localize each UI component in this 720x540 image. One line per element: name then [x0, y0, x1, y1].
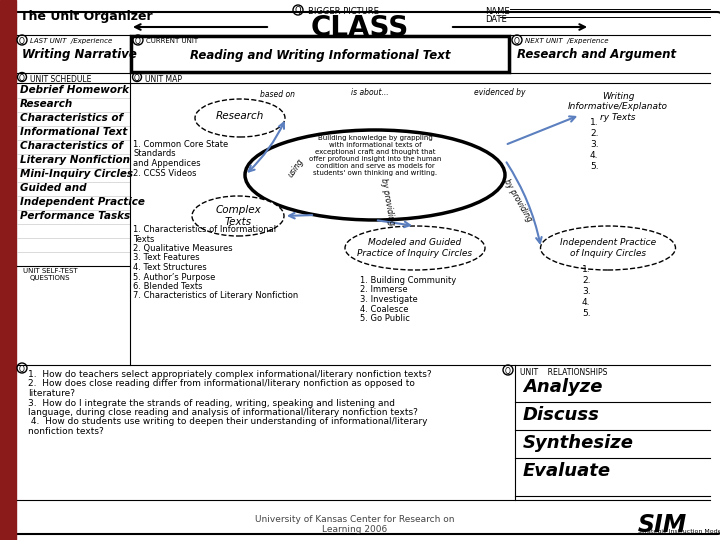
Text: University of Kansas Center for Research on
Learning 2006: University of Kansas Center for Research…	[256, 515, 455, 535]
Text: 2. Qualitative Measures: 2. Qualitative Measures	[133, 244, 233, 253]
FancyBboxPatch shape	[131, 36, 509, 72]
Text: 5.: 5.	[582, 309, 590, 318]
Text: literature?: literature?	[28, 389, 75, 398]
Text: 6. Blended Texts: 6. Blended Texts	[133, 282, 202, 291]
Text: 4. Coalesce: 4. Coalesce	[360, 305, 408, 314]
Text: 5. Go Public: 5. Go Public	[360, 314, 410, 323]
Text: CURRENT UNIT: CURRENT UNIT	[146, 38, 198, 44]
Text: Texts: Texts	[133, 234, 154, 244]
Text: LAST UNIT  /Experience: LAST UNIT /Experience	[30, 38, 112, 44]
Text: Performance Tasks: Performance Tasks	[20, 211, 130, 221]
Text: The Unit Organizer: The Unit Organizer	[20, 10, 153, 23]
Text: 1. Building Community: 1. Building Community	[360, 276, 456, 285]
Text: evidenced by: evidenced by	[474, 88, 526, 97]
Text: Writing Narrative: Writing Narrative	[22, 48, 137, 61]
Text: Informational Text: Informational Text	[20, 127, 127, 137]
Text: 4. Text Structures: 4. Text Structures	[133, 263, 207, 272]
Text: using: using	[287, 157, 305, 179]
Text: 4.: 4.	[590, 151, 598, 160]
Text: Strategic Instruction Model®: Strategic Instruction Model®	[638, 528, 720, 534]
Text: UNIT MAP: UNIT MAP	[145, 75, 182, 84]
Text: 2.: 2.	[590, 129, 598, 138]
Ellipse shape	[195, 99, 285, 137]
Ellipse shape	[245, 130, 505, 220]
Text: 1. Common Core State: 1. Common Core State	[133, 140, 228, 149]
Text: Literary Nonfiction: Literary Nonfiction	[20, 155, 130, 165]
Text: is about...: is about...	[351, 88, 389, 97]
Text: 2. CCSS Videos: 2. CCSS Videos	[133, 168, 197, 178]
Text: 1. Characteristics of Informational: 1. Characteristics of Informational	[133, 225, 276, 234]
Text: by providing: by providing	[379, 178, 397, 226]
Bar	[0, 0, 16, 540]
Text: 2. Immerse: 2. Immerse	[360, 286, 408, 294]
Text: Discuss: Discuss	[523, 406, 600, 424]
Ellipse shape	[541, 226, 675, 270]
Text: Modeled and Guided
Practice of Inquiry Circles: Modeled and Guided Practice of Inquiry C…	[357, 238, 472, 258]
Text: 3.  How do I integrate the strands of reading, writing, speaking and listening a: 3. How do I integrate the strands of rea…	[28, 399, 395, 408]
Text: 7. Characteristics of Literary Nonfiction: 7. Characteristics of Literary Nonfictio…	[133, 292, 298, 300]
Text: SIM: SIM	[638, 513, 688, 537]
Text: Guided and: Guided and	[20, 183, 86, 193]
Text: 2.  How does close reading differ from informational/literary nonfiction as oppo: 2. How does close reading differ from in…	[28, 380, 415, 388]
Text: Building knowledge by grappling
with informational texts of
exceptional craft an: Building knowledge by grappling with inf…	[309, 135, 441, 176]
Text: UNIT SCHEDULE: UNIT SCHEDULE	[30, 75, 91, 84]
Text: Synthesize: Synthesize	[523, 434, 634, 452]
Text: based on: based on	[261, 90, 295, 99]
Text: Analyze: Analyze	[523, 378, 603, 396]
Text: DATE: DATE	[485, 15, 507, 24]
Text: 4.: 4.	[582, 298, 590, 307]
Text: 5. Author’s Purpose: 5. Author’s Purpose	[133, 273, 215, 281]
Text: Q: Q	[514, 37, 520, 46]
Text: 3. Text Features: 3. Text Features	[133, 253, 199, 262]
Text: Evaluate: Evaluate	[523, 462, 611, 480]
Text: Research: Research	[20, 99, 73, 109]
Text: BIGGER PICTURE: BIGGER PICTURE	[308, 7, 379, 16]
Text: Independent Practice
of Inquiry Circles: Independent Practice of Inquiry Circles	[560, 238, 656, 258]
Text: nonfiction texts?: nonfiction texts?	[28, 427, 104, 436]
Text: Characteristics of: Characteristics of	[20, 113, 123, 123]
Text: CLASS: CLASS	[311, 14, 409, 42]
Text: 1.: 1.	[582, 265, 590, 274]
Text: Q: Q	[294, 6, 301, 15]
Text: 1.  How do teachers select appropriately complex informational/literary nonficti: 1. How do teachers select appropriately …	[28, 370, 431, 379]
Text: Independent Practice: Independent Practice	[20, 197, 145, 207]
Text: NAME: NAME	[485, 7, 510, 16]
Text: 1.: 1.	[590, 118, 598, 127]
Text: UNIT    RELATIONSHIPS: UNIT RELATIONSHIPS	[520, 368, 608, 377]
Ellipse shape	[192, 196, 284, 236]
Text: 3. Investigate: 3. Investigate	[360, 295, 418, 304]
Text: Research and Argument: Research and Argument	[517, 48, 676, 61]
Ellipse shape	[345, 226, 485, 270]
Text: 3.: 3.	[590, 140, 598, 149]
Text: Writing
Informative/Explanato
ry Texts: Writing Informative/Explanato ry Texts	[568, 92, 668, 122]
Text: Mini-Inquiry Circles: Mini-Inquiry Circles	[20, 169, 133, 179]
Text: 4.  How do students use writing to deepen their understanding of informational/l: 4. How do students use writing to deepen…	[28, 417, 428, 427]
Text: Q: Q	[505, 367, 511, 376]
Text: and Appendices: and Appendices	[133, 159, 201, 168]
Text: Debrief Homework: Debrief Homework	[20, 85, 129, 95]
Text: by providing: by providing	[502, 177, 534, 223]
Text: 5.: 5.	[590, 162, 598, 171]
Text: 3.: 3.	[582, 287, 590, 296]
FancyBboxPatch shape	[11, 12, 720, 534]
Text: NEXT UNIT  /Experience: NEXT UNIT /Experience	[525, 38, 608, 44]
Text: Q: Q	[19, 365, 25, 374]
Text: language, during close reading and analysis of informational/literary nonfiction: language, during close reading and analy…	[28, 408, 418, 417]
Text: Q: Q	[135, 37, 141, 46]
Text: Q: Q	[134, 74, 140, 83]
Text: Q: Q	[19, 37, 25, 46]
Text: Research: Research	[216, 111, 264, 121]
Text: Reading and Writing Informational Text: Reading and Writing Informational Text	[190, 49, 450, 62]
Text: UNIT SELF-TEST
QUESTIONS: UNIT SELF-TEST QUESTIONS	[23, 268, 77, 281]
Text: 2.: 2.	[582, 276, 590, 285]
Text: Characteristics of: Characteristics of	[20, 141, 123, 151]
Text: Standards: Standards	[133, 150, 176, 159]
Text: Complex
Texts: Complex Texts	[215, 205, 261, 227]
Text: Q: Q	[19, 74, 25, 83]
